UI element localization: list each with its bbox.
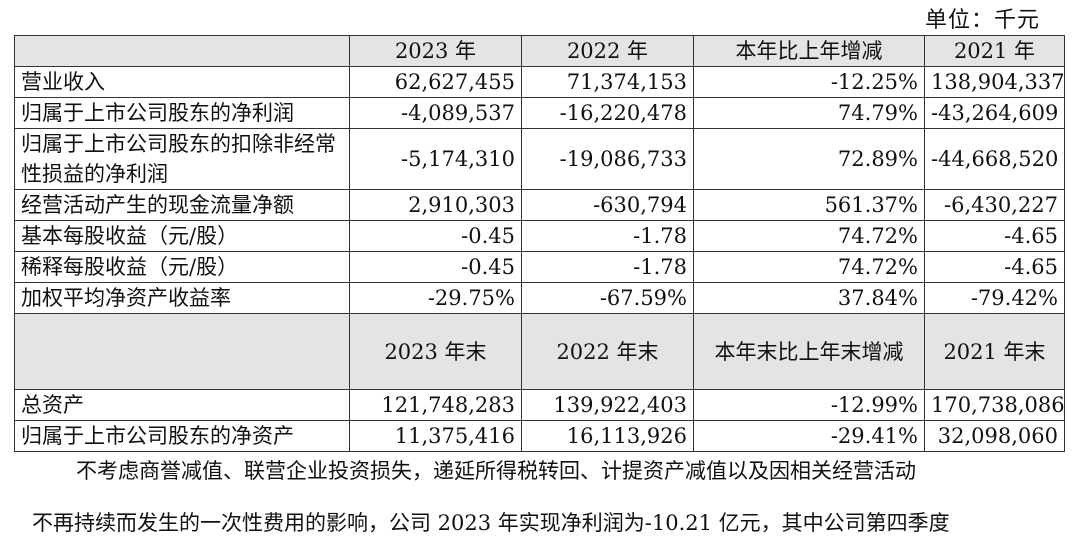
value-cell: 74.72% — [693, 220, 925, 252]
value-cell: -12.99% — [693, 389, 925, 421]
value-cell: -5,174,310 — [349, 128, 522, 190]
value-cell: -29.75% — [349, 282, 522, 314]
header-cell: 2023 年 — [349, 35, 522, 67]
value-cell: 62,627,455 — [349, 66, 522, 98]
header-row-annual: 2023 年 2022 年 本年比上年增减 2021 年 — [14, 35, 1065, 67]
value-cell: -29.41% — [693, 420, 925, 452]
value-cell: -16,220,478 — [521, 97, 694, 129]
value-cell: -4.65 — [924, 220, 1065, 252]
table-row: 营业收入 62,627,455 71,374,153 -12.25% 138,9… — [14, 66, 1065, 98]
row-label: 经营活动产生的现金流量净额 — [14, 189, 350, 221]
table-row: 基本每股收益（元/股） -0.45 -1.78 74.72% -4.65 — [14, 220, 1065, 252]
row-label: 加权平均净资产收益率 — [14, 282, 350, 314]
header-cell: 2022 年末 — [521, 313, 694, 390]
value-cell: 16,113,926 — [521, 420, 694, 452]
table-row: 经营活动产生的现金流量净额 2,910,303 -630,794 561.37%… — [14, 189, 1065, 221]
value-cell: 170,738,086 — [924, 389, 1065, 421]
body-paragraph-line: 不考虑商誉减值、联营企业投资损失，递延所得税转回、计提资产减值以及因相关经营活动 — [76, 459, 916, 483]
header-cell: 2023 年末 — [349, 313, 522, 390]
table-row: 归属于上市公司股东的净利润 -4,089,537 -16,220,478 74.… — [14, 97, 1065, 129]
value-cell: -44,668,520 — [924, 128, 1065, 190]
value-cell: -19,086,733 — [521, 128, 694, 190]
header-cell: 本年比上年增减 — [693, 35, 925, 67]
row-label: 营业收入 — [14, 66, 350, 98]
value-cell: 32,098,060 — [924, 420, 1065, 452]
header-corner-cell — [14, 313, 350, 390]
table-row: 归属于上市公司股东的扣除非经常性损益的净利润 -5,174,310 -19,08… — [14, 128, 1065, 190]
table-row: 总资产 121,748,283 139,922,403 -12.99% 170,… — [14, 389, 1065, 421]
body-paragraph-line: 不再持续而发生的一次性费用的影响，公司 2023 年实现净利润为-10.21 亿… — [32, 511, 950, 535]
value-cell: -630,794 — [521, 189, 694, 221]
row-label: 基本每股收益（元/股） — [14, 220, 350, 252]
header-cell: 2021 年末 — [924, 313, 1065, 390]
unit-label: 单位：千元 — [924, 8, 1040, 33]
value-cell: 11,375,416 — [349, 420, 522, 452]
value-cell: -4.65 — [924, 251, 1065, 283]
value-cell: -4,089,537 — [349, 97, 522, 129]
header-cell: 2022 年 — [521, 35, 694, 67]
value-cell: -1.78 — [521, 220, 694, 252]
value-cell: -0.45 — [349, 251, 522, 283]
header-corner-cell — [14, 35, 350, 67]
value-cell: 37.84% — [693, 282, 925, 314]
table-row: 加权平均净资产收益率 -29.75% -67.59% 37.84% -79.42… — [14, 282, 1065, 314]
value-cell: -1.78 — [521, 251, 694, 283]
value-cell: -12.25% — [693, 66, 925, 98]
value-cell: 138,904,337 — [924, 66, 1065, 98]
value-cell: 74.79% — [693, 97, 925, 129]
row-label: 归属于上市公司股东的净利润 — [14, 97, 350, 129]
value-cell: 561.37% — [693, 189, 925, 221]
row-label: 归属于上市公司股东的净资产 — [14, 420, 350, 452]
row-label: 稀释每股收益（元/股） — [14, 251, 350, 283]
value-cell: 74.72% — [693, 251, 925, 283]
value-cell: -79.42% — [924, 282, 1065, 314]
value-cell: -43,264,609 — [924, 97, 1065, 129]
value-cell: 2,910,303 — [349, 189, 522, 221]
table-row: 归属于上市公司股东的净资产 11,375,416 16,113,926 -29.… — [14, 420, 1065, 452]
header-cell: 本年末比上年末增减 — [693, 313, 925, 390]
value-cell: 121,748,283 — [349, 389, 522, 421]
header-row-year-end: 2023 年末 2022 年末 本年末比上年末增减 2021 年末 — [14, 313, 1065, 390]
value-cell: -0.45 — [349, 220, 522, 252]
value-cell: -6,430,227 — [924, 189, 1065, 221]
table-row: 稀释每股收益（元/股） -0.45 -1.78 74.72% -4.65 — [14, 251, 1065, 283]
value-cell: 139,922,403 — [521, 389, 694, 421]
value-cell: -67.59% — [521, 282, 694, 314]
value-cell: 71,374,153 — [521, 66, 694, 98]
value-cell: 72.89% — [693, 128, 925, 190]
financial-table: 2023 年 2022 年 本年比上年增减 2021 年 营业收入 62,627… — [14, 35, 1065, 452]
row-label: 归属于上市公司股东的扣除非经常性损益的净利润 — [14, 128, 350, 190]
header-cell: 2021 年 — [924, 35, 1065, 67]
row-label: 总资产 — [14, 389, 350, 421]
